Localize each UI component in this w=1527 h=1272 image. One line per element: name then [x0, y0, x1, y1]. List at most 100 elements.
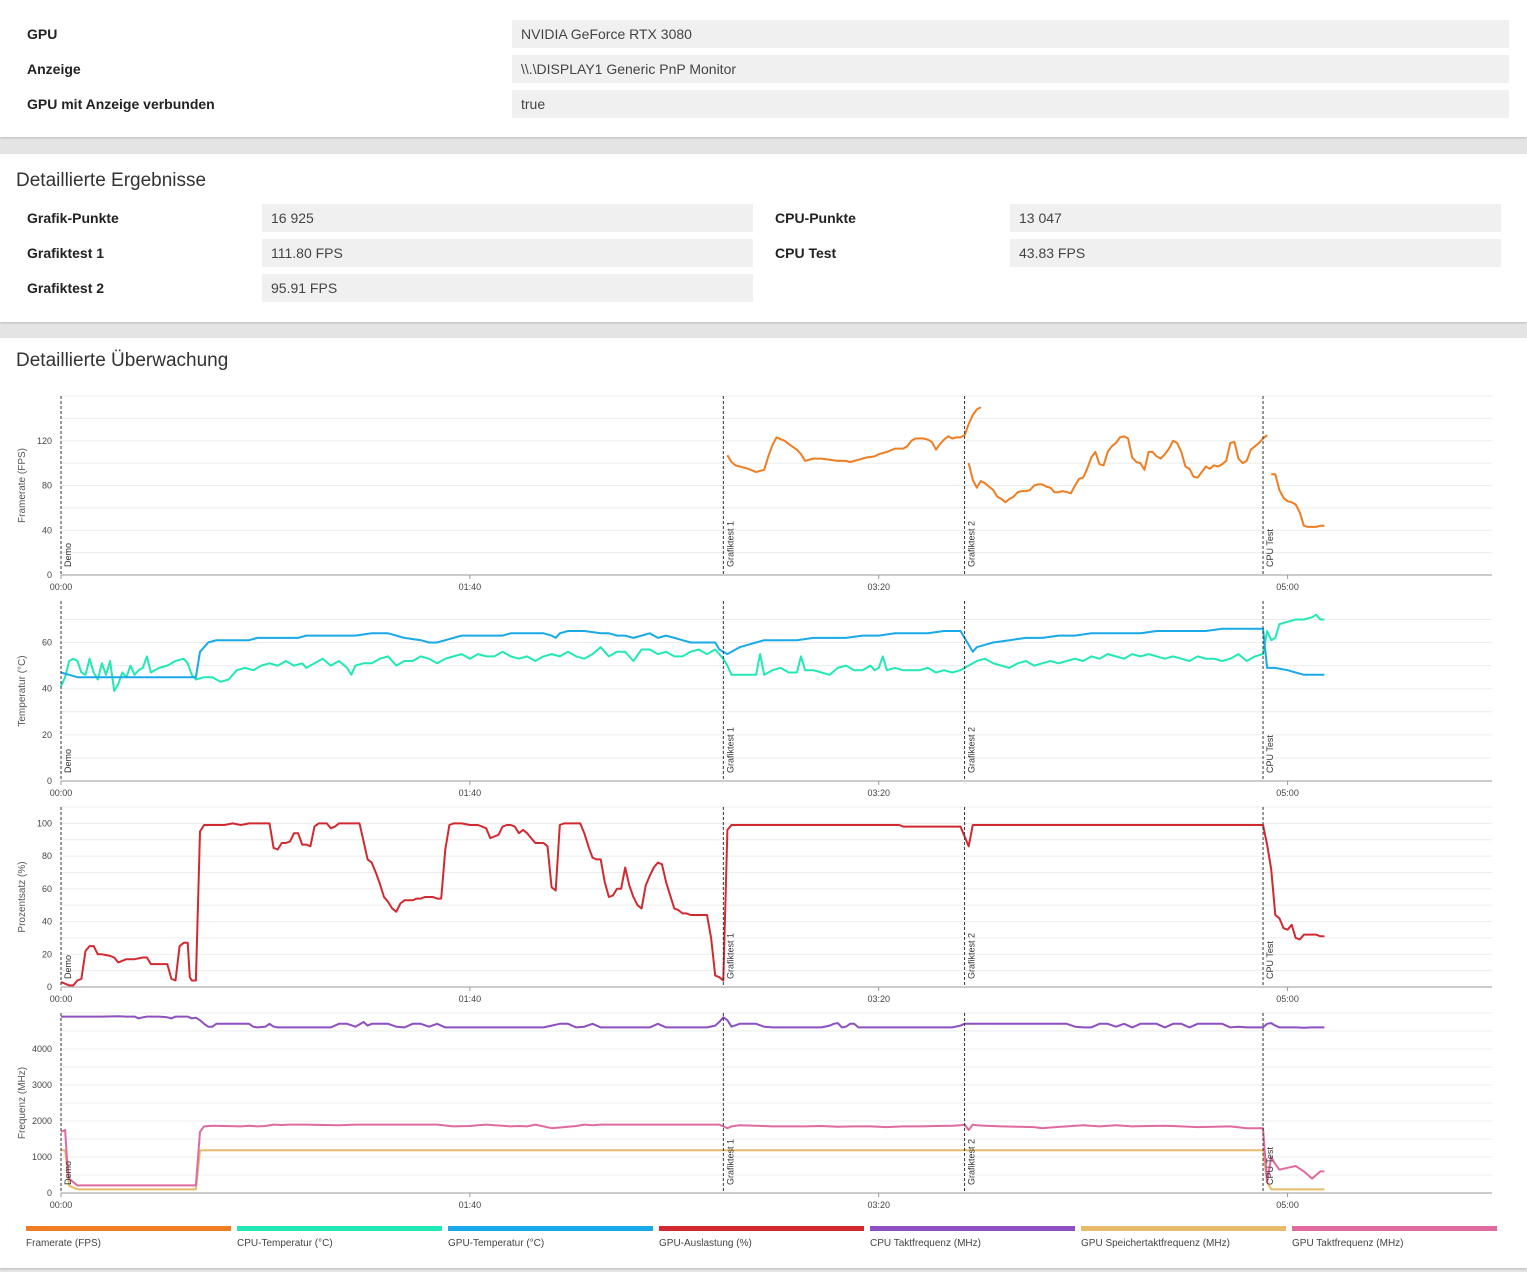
legend-swatch: [448, 1226, 653, 1231]
marker-label-demo: Demo: [63, 543, 73, 567]
marker-label-graphics-test-2: Grafiktest 2: [967, 933, 977, 979]
y-tick-label: 0: [47, 570, 52, 580]
y-tick-label: 40: [42, 917, 52, 927]
series-line-2-1: [60, 613, 1325, 692]
y-tick-label: 80: [42, 481, 52, 491]
legend-swatch: [1081, 1226, 1286, 1231]
marker-label-graphics-test-1: Grafiktest 1: [725, 521, 735, 567]
chart-2: 0 20 40 60 Temperatur (°C) 00:00 01:40 03:20 05:…: [17, 601, 1492, 798]
legend-item[interactable]: GPU-Temperatur (°C): [448, 1226, 653, 1256]
series-line-3-1: [60, 822, 1325, 987]
graphics-score-label: Grafik-Punkte: [27, 210, 119, 226]
marker-label-graphics-test-1: Grafiktest 1: [725, 1139, 735, 1185]
x-tick-label: 00:00: [50, 582, 73, 592]
cpu-test-label: CPU Test: [775, 245, 837, 261]
series-line-1-2: [967, 434, 1268, 504]
y-tick-label: 40: [42, 684, 52, 694]
x-tick-label: 00:00: [50, 1200, 73, 1210]
marker-label-demo: Demo: [63, 749, 73, 773]
gpu-connected-label: GPU mit Anzeige verbunden: [27, 96, 215, 112]
marker-label-cpu-test: CPU Test: [1265, 735, 1275, 773]
y-tick-label: 2000: [32, 1116, 52, 1126]
y-axis-label: Temperatur (°C): [17, 655, 28, 726]
marker-label-demo: Demo: [63, 1161, 73, 1185]
y-tick-label: 20: [42, 949, 52, 959]
x-tick-label: 01:40: [459, 994, 482, 1004]
x-tick-label: 01:40: [459, 1200, 482, 1210]
x-tick-label: 03:20: [867, 1200, 890, 1210]
legend-swatch: [870, 1226, 1075, 1231]
gpu-value: NVIDIA GeForce RTX 3080: [512, 20, 1509, 48]
display-value: \\.\DISPLAY1 Generic PnP Monitor: [512, 55, 1509, 83]
y-tick-label: 100: [37, 818, 52, 828]
graphics-test-1-label: Grafiktest 1: [27, 245, 105, 261]
y-tick-label: 120: [37, 436, 52, 446]
series-line-4-3: [60, 1123, 1325, 1187]
legend-item[interactable]: GPU-Auslastung (%): [659, 1226, 864, 1256]
x-tick-label: 00:00: [50, 994, 73, 1004]
legend-label: GPU-Auslastung (%): [659, 1238, 752, 1249]
x-tick-label: 03:20: [867, 994, 890, 1004]
legend-label: GPU-Temperatur (°C): [448, 1238, 545, 1249]
x-tick-label: 00:00: [50, 788, 73, 798]
graphics-test-2-label: Grafiktest 2: [27, 280, 105, 296]
legend-item[interactable]: GPU Taktfrequenz (MHz): [1292, 1226, 1497, 1256]
legend-item[interactable]: CPU-Temperatur (°C): [237, 1226, 442, 1256]
marker-label-cpu-test: CPU Test: [1265, 1147, 1275, 1185]
y-tick-label: 4000: [32, 1044, 52, 1054]
y-axis-label: Framerate (FPS): [17, 448, 28, 523]
chart-1: 0 40 80 120 Framerate (FPS) 00:00 01:40 03:20 05…: [17, 395, 1492, 592]
legend-label: GPU Taktfrequenz (MHz): [1292, 1238, 1404, 1249]
gpu-connected-value: true: [512, 90, 1509, 118]
legend-item[interactable]: GPU Speichertaktfrequenz (MHz): [1081, 1226, 1286, 1256]
x-tick-label: 05:00: [1276, 994, 1299, 1004]
x-tick-label: 03:20: [867, 582, 890, 592]
marker-label-demo: Demo: [63, 955, 73, 979]
legend-swatch: [237, 1226, 442, 1231]
monitoring-card: Detaillierte Überwachung: [0, 338, 1527, 1268]
y-axis-label: Frequenz (MHz): [17, 1067, 28, 1139]
x-tick-label: 01:40: [459, 582, 482, 592]
marker-label-cpu-test: CPU Test: [1265, 941, 1275, 979]
x-tick-label: 01:40: [459, 788, 482, 798]
cpu-test-value: 43.83 FPS: [1010, 239, 1501, 267]
system-info-card: GPU NVIDIA GeForce RTX 3080 Anzeige \\.\…: [0, 0, 1527, 137]
marker-label-graphics-test-1: Grafiktest 1: [725, 727, 735, 773]
legend-label: GPU Speichertaktfrequenz (MHz): [1081, 1238, 1230, 1249]
x-tick-label: 03:20: [867, 788, 890, 798]
y-tick-label: 0: [47, 776, 52, 786]
y-tick-label: 0: [47, 982, 52, 992]
marker-label-graphics-test-2: Grafiktest 2: [967, 521, 977, 567]
graphics-test-2-value: 95.91 FPS: [262, 274, 753, 302]
results-card: Detaillierte Ergebnisse Grafik-Punkte 16…: [0, 154, 1527, 322]
legend-label: CPU Taktfrequenz (MHz): [870, 1238, 981, 1249]
results-title: Detaillierte Ergebnisse: [16, 170, 207, 191]
y-tick-label: 80: [42, 851, 52, 861]
series-line-4-1: [61, 1015, 1325, 1029]
cpu-score-value: 13 047: [1010, 204, 1501, 232]
x-tick-label: 05:00: [1276, 1200, 1299, 1210]
legend-swatch: [26, 1226, 231, 1231]
graphics-score-value: 16 925: [262, 204, 753, 232]
legend-item[interactable]: CPU Taktfrequenz (MHz): [870, 1226, 1075, 1256]
legend-item[interactable]: Framerate (FPS): [26, 1226, 231, 1256]
chart-4: 0 1000 2000 3000 4000 Frequenz (MHz) 00:00 01:4…: [17, 1012, 1492, 1210]
y-tick-label: 40: [42, 525, 52, 535]
y-tick-label: 0: [47, 1188, 52, 1198]
legend-label: Framerate (FPS): [26, 1238, 102, 1249]
graphics-test-1-value: 111.80 FPS: [262, 239, 753, 267]
y-tick-label: 20: [42, 730, 52, 740]
legend-swatch: [659, 1226, 864, 1231]
x-tick-label: 05:00: [1276, 582, 1299, 592]
y-tick-label: 1000: [32, 1152, 52, 1162]
y-axis-label: Prozentsatz (%): [17, 861, 28, 932]
y-tick-label: 3000: [32, 1080, 52, 1090]
gpu-label: GPU: [27, 26, 58, 42]
series-line-2-2: [60, 627, 1325, 679]
marker-label-graphics-test-2: Grafiktest 2: [967, 1139, 977, 1185]
display-label: Anzeige: [27, 61, 81, 77]
chart-3: 0 20 40 60 80 100 Prozentsatz (%) 00:00 01:40 03:…: [17, 806, 1492, 1004]
marker-label-graphics-test-1: Grafiktest 1: [725, 933, 735, 979]
series-line-1-1: [726, 406, 982, 474]
